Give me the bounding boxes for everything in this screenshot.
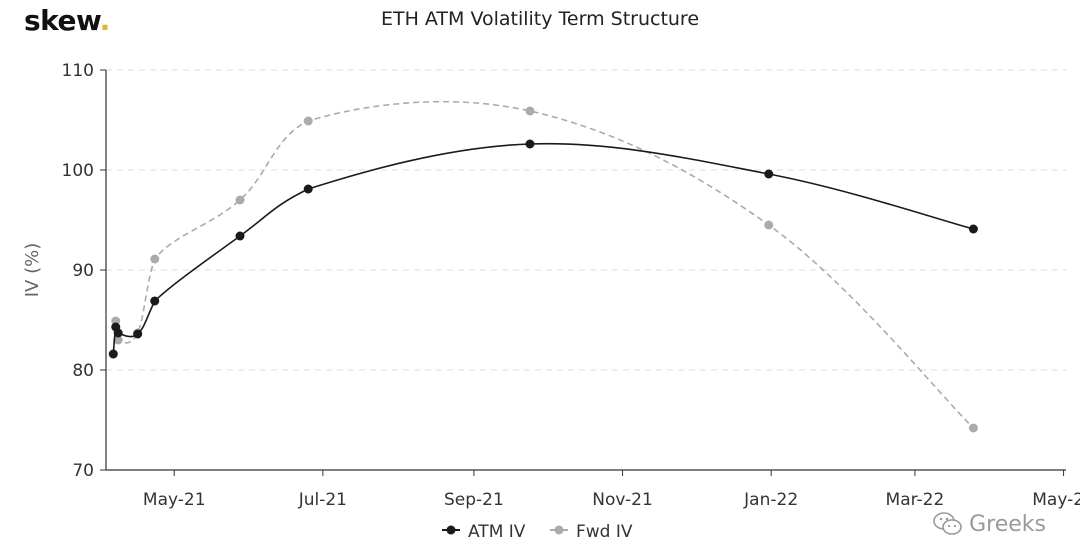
point-fwd-8 [764, 220, 774, 230]
x-tick-label: Jan-22 [743, 490, 798, 510]
y-tick-label: 70 [72, 461, 94, 481]
y-axis-label: IV (%) [22, 243, 43, 298]
point-fwd-7 [525, 106, 535, 116]
legend-swatch-dot [446, 525, 456, 535]
point-atm-4 [150, 296, 160, 306]
wechat-icon [933, 512, 962, 535]
legend-swatch-dot [554, 525, 564, 535]
point-atm-8 [764, 169, 774, 179]
x-tick-label: May-22 [1032, 490, 1080, 510]
point-atm-9 [968, 224, 978, 234]
x-tick-label: Sep-21 [444, 490, 504, 510]
point-fwd-9 [968, 423, 978, 433]
grid-layer [106, 69, 1066, 371]
x-tick-label: May-21 [143, 490, 206, 510]
point-atm-7 [525, 139, 535, 149]
legend-label: Fwd IV [576, 522, 633, 542]
y-tick-label: 80 [72, 361, 94, 381]
logo-text: skew [24, 4, 100, 37]
legend-item-fwd[interactable]: Fwd IV [550, 522, 633, 542]
watermark: Greeks [933, 511, 1046, 537]
axis-layer: 70 80 90 100 110 May-21 Jul-21 Sep-21 Nov-21 Jan-… [22, 61, 1080, 510]
point-fwd-6 [303, 116, 313, 126]
series-line-fwd [112, 100, 974, 429]
y-tick-label: 100 [62, 161, 94, 181]
logo-dot: . [99, 4, 111, 37]
point-atm-3 [133, 329, 143, 339]
point-atm-6 [303, 184, 313, 194]
point-fwd-4 [150, 254, 160, 264]
series-line-atm [112, 142, 974, 355]
x-tick-label: Mar-22 [886, 490, 945, 510]
y-tick-label: 110 [62, 61, 94, 81]
point-atm-2 [113, 328, 123, 338]
point-fwd-5 [235, 195, 245, 205]
point-atm-0 [108, 349, 118, 359]
point-atm-5 [235, 231, 245, 241]
skew-logo: skew. [24, 4, 110, 37]
legend-label: ATM IV [468, 522, 526, 542]
x-tick-label: Jul-21 [298, 490, 347, 510]
x-tick-label: Nov-21 [592, 490, 653, 510]
watermark-text: Greeks [969, 511, 1046, 537]
y-tick-label: 90 [72, 261, 94, 281]
chart-title: ETH ATM Volatility Term Structure [380, 8, 700, 30]
legend-item-atm[interactable]: ATM IV [442, 522, 526, 542]
legend[interactable]: ATM IV Fwd IV [442, 522, 633, 542]
series-layer [108, 100, 978, 433]
point-fwd-2 [113, 335, 123, 345]
